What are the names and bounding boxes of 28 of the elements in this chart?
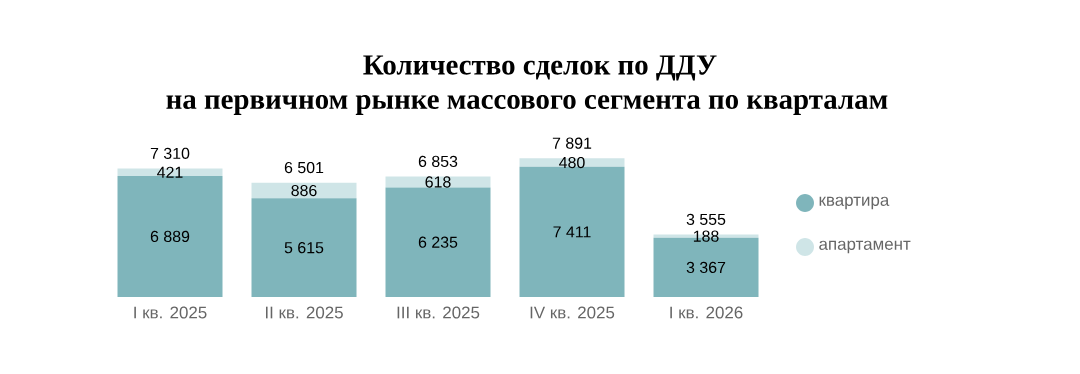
x-tick-label: II кв. 2025 — [265, 306, 343, 319]
legend-label: квартира — [819, 196, 890, 210]
data-label: 618 — [425, 176, 451, 188]
x-tick-label: I кв. 2025 — [134, 306, 207, 319]
data-label: 6 235 — [418, 236, 458, 248]
bar — [519, 158, 625, 167]
data-label: 5 615 — [284, 242, 324, 254]
total-label: 6 853 — [418, 155, 458, 168]
data-label: 188 — [693, 230, 719, 242]
total-label: 7 310 — [150, 147, 190, 160]
x-tick-label: I кв. 2026 — [670, 306, 743, 319]
data-label: 7 411 — [553, 226, 591, 238]
data-label: 3 367 — [686, 261, 726, 274]
total-label: 7 891 — [552, 137, 592, 149]
bar — [251, 198, 357, 297]
total-label: 6 501 — [284, 161, 324, 174]
data-label: 6 889 — [150, 230, 190, 243]
bar — [385, 187, 491, 297]
data-label: 421 — [157, 166, 183, 178]
legend-label: апартамент — [819, 240, 911, 254]
data-label: 886 — [291, 184, 317, 197]
total-label: 3 555 — [686, 213, 726, 225]
bar — [251, 182, 357, 199]
chart-title: Количество сделок по ДДУ — [363, 55, 717, 81]
x-tick-label: III кв. 2025 — [397, 306, 480, 319]
x-tick-label: IV кв. 2025 — [530, 306, 615, 319]
data-label: 480 — [559, 156, 585, 169]
chart-subtitle: на первичном рынке массового сегмента по кварталам — [166, 95, 888, 115]
